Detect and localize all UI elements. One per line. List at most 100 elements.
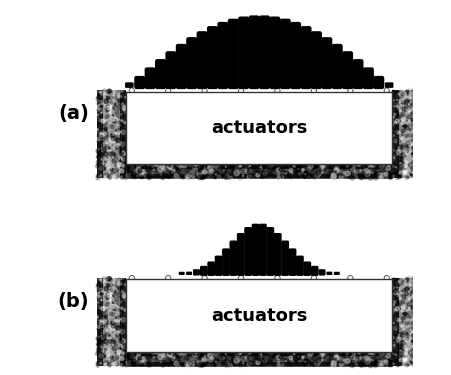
Circle shape: [120, 94, 123, 96]
Circle shape: [162, 172, 166, 176]
Circle shape: [104, 324, 107, 327]
Circle shape: [97, 154, 100, 158]
Circle shape: [113, 156, 116, 159]
Circle shape: [100, 313, 104, 317]
Circle shape: [101, 309, 102, 310]
Circle shape: [399, 165, 400, 166]
Circle shape: [115, 144, 119, 147]
Circle shape: [179, 165, 182, 168]
Circle shape: [149, 356, 152, 358]
Circle shape: [118, 282, 122, 286]
Circle shape: [108, 175, 110, 177]
Circle shape: [403, 153, 406, 156]
Circle shape: [404, 110, 405, 112]
Circle shape: [106, 330, 108, 332]
Circle shape: [101, 130, 103, 132]
Circle shape: [409, 364, 411, 366]
Circle shape: [112, 293, 116, 297]
Circle shape: [162, 162, 166, 167]
Circle shape: [409, 340, 410, 342]
Circle shape: [116, 326, 120, 330]
FancyBboxPatch shape: [125, 82, 133, 88]
Circle shape: [181, 162, 186, 168]
Circle shape: [413, 135, 415, 138]
Circle shape: [279, 162, 284, 168]
Circle shape: [239, 352, 242, 355]
Circle shape: [355, 356, 360, 360]
Circle shape: [395, 329, 396, 330]
Circle shape: [401, 326, 402, 328]
Circle shape: [343, 175, 345, 178]
Circle shape: [104, 103, 106, 105]
Circle shape: [420, 163, 421, 164]
Circle shape: [118, 126, 121, 129]
Circle shape: [106, 351, 110, 355]
Circle shape: [415, 304, 417, 306]
Circle shape: [124, 279, 127, 282]
Circle shape: [118, 343, 121, 346]
Circle shape: [371, 357, 376, 363]
FancyBboxPatch shape: [237, 233, 245, 276]
Circle shape: [387, 360, 389, 363]
Circle shape: [100, 132, 102, 135]
Circle shape: [365, 359, 370, 364]
Circle shape: [199, 355, 202, 357]
Circle shape: [283, 358, 286, 360]
Circle shape: [365, 359, 368, 361]
Circle shape: [372, 359, 373, 361]
Circle shape: [398, 334, 399, 335]
Circle shape: [301, 174, 304, 177]
Circle shape: [416, 294, 418, 297]
Circle shape: [307, 363, 310, 366]
Circle shape: [136, 167, 141, 172]
Circle shape: [410, 174, 412, 175]
Circle shape: [301, 354, 305, 357]
Circle shape: [108, 117, 110, 119]
Circle shape: [113, 278, 115, 281]
Circle shape: [412, 304, 416, 308]
Circle shape: [392, 350, 394, 352]
Circle shape: [419, 160, 422, 163]
Circle shape: [408, 276, 411, 279]
Circle shape: [279, 167, 280, 168]
Circle shape: [327, 172, 331, 176]
Circle shape: [411, 362, 412, 363]
Circle shape: [115, 363, 119, 366]
Circle shape: [106, 96, 107, 97]
Circle shape: [318, 360, 321, 363]
Circle shape: [155, 175, 157, 177]
Circle shape: [388, 351, 391, 354]
Circle shape: [284, 171, 285, 172]
Circle shape: [99, 354, 103, 358]
Circle shape: [224, 177, 225, 178]
Circle shape: [420, 304, 423, 307]
Circle shape: [112, 114, 114, 116]
Circle shape: [145, 170, 147, 172]
Circle shape: [111, 166, 114, 170]
Circle shape: [419, 88, 423, 92]
Circle shape: [391, 98, 395, 102]
Circle shape: [120, 319, 121, 320]
Circle shape: [399, 160, 401, 162]
Circle shape: [114, 105, 116, 108]
Circle shape: [117, 303, 118, 304]
Circle shape: [147, 176, 151, 180]
Circle shape: [405, 109, 406, 110]
Circle shape: [118, 156, 121, 159]
Circle shape: [167, 354, 170, 356]
Circle shape: [120, 362, 125, 367]
Circle shape: [106, 322, 108, 324]
Circle shape: [98, 307, 103, 312]
Circle shape: [396, 295, 397, 296]
Circle shape: [409, 298, 410, 300]
Circle shape: [414, 100, 418, 104]
Circle shape: [261, 354, 262, 355]
FancyBboxPatch shape: [334, 272, 340, 275]
Circle shape: [167, 363, 170, 366]
Circle shape: [247, 358, 249, 360]
Circle shape: [192, 165, 193, 166]
Circle shape: [414, 288, 419, 292]
Circle shape: [411, 126, 415, 130]
Circle shape: [350, 360, 354, 364]
Circle shape: [223, 169, 228, 173]
